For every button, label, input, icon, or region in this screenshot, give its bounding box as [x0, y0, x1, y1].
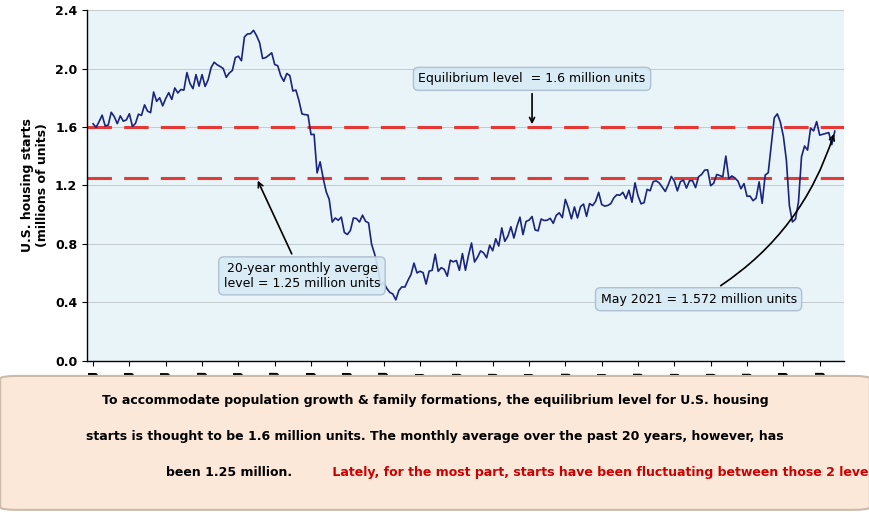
Text: May 2021 = 1.572 million units: May 2021 = 1.572 million units — [600, 135, 833, 306]
Text: Lately, for the most part, starts have been fluctuating between those 2 levels.: Lately, for the most part, starts have b… — [328, 466, 869, 479]
Y-axis label: U.S. housing starts
(millions of units): U.S. housing starts (millions of units) — [22, 118, 50, 252]
Text: been 1.25 million.: been 1.25 million. — [166, 466, 292, 479]
X-axis label: Year and month: Year and month — [403, 403, 527, 417]
Text: starts is thought to be 1.6 million units. The monthly average over the past 20 : starts is thought to be 1.6 million unit… — [86, 430, 783, 443]
Text: been 1.25 million. Lately, for the most part, starts have been fluctuating betwe: been 1.25 million. Lately, for the most … — [0, 514, 1, 515]
Text: Equilibrium level  = 1.6 million units: Equilibrium level = 1.6 million units — [418, 73, 645, 123]
Text: 20-year monthly averge
level = 1.25 million units: 20-year monthly averge level = 1.25 mill… — [223, 182, 380, 290]
FancyBboxPatch shape — [0, 376, 869, 510]
Text: To accommodate population growth & family formations, the equilibrium level for : To accommodate population growth & famil… — [102, 393, 767, 406]
